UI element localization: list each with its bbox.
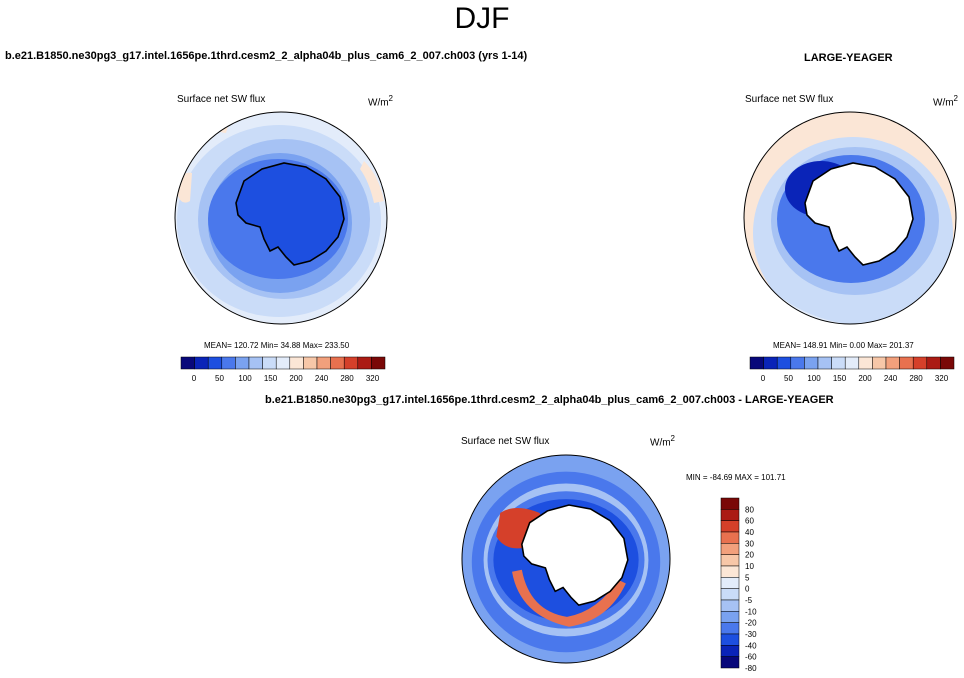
right-case-title: LARGE-YEAGER: [804, 52, 893, 64]
colorbar-swatch: [940, 356, 955, 370]
colorbar-tick-label: 80: [745, 505, 754, 514]
colorbar-swatch: [235, 356, 250, 370]
colorbar-swatch: [926, 356, 941, 370]
colorbar-swatch: [858, 356, 873, 370]
colorbar-swatch: [720, 622, 740, 635]
colorbar-swatch: [763, 356, 778, 370]
colorbar-tick-label: 40: [745, 528, 754, 537]
panel1-colorbar: 0 50 100 150 200 240 280 320: [180, 356, 386, 383]
colorbar-tick-label: -10: [745, 607, 757, 616]
colorbar-swatch: [720, 509, 740, 521]
colorbar-tick-label: -60: [745, 653, 757, 662]
colorbar-swatch: [275, 356, 291, 370]
colorbar-swatch: [776, 356, 792, 370]
colorbar-tick-label: 280: [340, 374, 354, 383]
colorbar-tick-label: 100: [238, 374, 252, 383]
panel2-stats: MEAN= 148.91 Min= 0.00 Max= 201.37: [773, 341, 914, 350]
colorbar-tick-label: 10: [745, 562, 754, 571]
panel2-units: W/m2: [933, 94, 958, 109]
colorbar-tick-label: 150: [264, 374, 278, 383]
colorbar-swatch: [912, 356, 928, 370]
left-case-title: b.e21.B1850.ne30pg3_g17.intel.1656pe.1th…: [5, 50, 528, 62]
colorbar-tick-label: 200: [289, 374, 303, 383]
colorbar-tick-label: 100: [807, 374, 821, 383]
colorbar-tick-label: 50: [784, 374, 793, 383]
colorbar-swatch: [720, 497, 740, 510]
diff-case-title: b.e21.B1850.ne30pg3_g17.intel.1656pe.1th…: [265, 394, 834, 406]
colorbar-tick-label: 280: [909, 374, 923, 383]
colorbar-tick-label: 240: [884, 374, 898, 383]
colorbar-swatch: [749, 356, 764, 370]
colorbar-tick-label: -5: [745, 596, 753, 605]
colorbar-swatch: [804, 356, 819, 370]
colorbar-swatch: [316, 356, 331, 370]
panel1-map: [174, 111, 388, 325]
panel3-title: Surface net SW flux: [461, 436, 550, 447]
colorbar-tick-label: 200: [858, 374, 872, 383]
colorbar-tick-label: 20: [745, 551, 754, 560]
colorbar-swatch: [343, 356, 359, 370]
colorbar-swatch: [720, 554, 740, 567]
panel3-stats: MIN = -84.69 MAX = 101.71: [686, 473, 786, 482]
colorbar-tick-label: -80: [745, 664, 757, 673]
colorbar-swatch: [720, 633, 740, 646]
colorbar-tick-label: -20: [745, 619, 757, 628]
colorbar-swatch: [885, 356, 900, 370]
colorbar-tick-label: 150: [833, 374, 847, 383]
colorbar-swatch: [330, 356, 345, 370]
colorbar-swatch: [248, 356, 263, 370]
figure-title: DJF: [454, 2, 510, 35]
colorbar-tick-label: 320: [366, 374, 380, 383]
colorbar-tick-label: 60: [745, 517, 754, 526]
panel3-colorbar: 80 60 40 30 20 10 5 0 -5 -10 -20 -30 -40 -60 -80: [720, 497, 757, 673]
colorbar-tick-label: -30: [745, 630, 757, 639]
colorbar-swatch: [303, 356, 318, 370]
panel3-map: [461, 454, 671, 664]
panel3-units: W/m2: [650, 434, 675, 449]
colorbar-tick-label: 0: [745, 585, 750, 594]
panel2-colorbar: 0 50 100 150 200 240 280 320: [749, 356, 955, 383]
colorbar-swatch: [720, 645, 740, 657]
panel1-title: Surface net SW flux: [177, 94, 266, 105]
colorbar-swatch: [790, 356, 805, 370]
colorbar-tick-label: 320: [935, 374, 949, 383]
colorbar-swatch: [720, 565, 740, 578]
colorbar-swatch: [720, 656, 740, 669]
colorbar-swatch: [371, 356, 386, 370]
colorbar-swatch: [221, 356, 236, 370]
panel2-map: [743, 111, 957, 325]
colorbar-swatch: [720, 531, 740, 544]
colorbar-swatch: [720, 588, 740, 601]
colorbar-tick-label: -40: [745, 641, 757, 650]
colorbar-swatch: [720, 520, 740, 533]
colorbar-swatch: [817, 356, 832, 370]
colorbar-swatch: [899, 356, 914, 370]
colorbar-swatch: [262, 356, 277, 370]
colorbar-swatch: [289, 356, 304, 370]
colorbar-tick-label: 50: [215, 374, 224, 383]
colorbar-tick-label: 30: [745, 539, 754, 548]
colorbar-tick-label: 5: [745, 573, 750, 582]
colorbar-tick-label: 0: [192, 374, 197, 383]
colorbar-swatch: [720, 599, 740, 612]
colorbar-swatch: [207, 356, 223, 370]
colorbar-swatch: [357, 356, 372, 370]
colorbar-swatch: [720, 611, 740, 623]
panel2-title: Surface net SW flux: [745, 94, 834, 105]
colorbar-swatch: [872, 356, 887, 370]
colorbar-swatch: [180, 356, 195, 370]
colorbar-tick-label: 240: [315, 374, 329, 383]
colorbar-swatch: [844, 356, 860, 370]
panel1-units: W/m2: [368, 94, 393, 109]
colorbar-swatch: [720, 577, 740, 589]
colorbar-tick-label: 0: [761, 374, 766, 383]
colorbar-swatch: [720, 543, 740, 555]
colorbar-swatch: [194, 356, 209, 370]
colorbar-swatch: [831, 356, 846, 370]
panel1-stats: MEAN= 120.72 Min= 34.88 Max= 233.50: [204, 341, 350, 350]
